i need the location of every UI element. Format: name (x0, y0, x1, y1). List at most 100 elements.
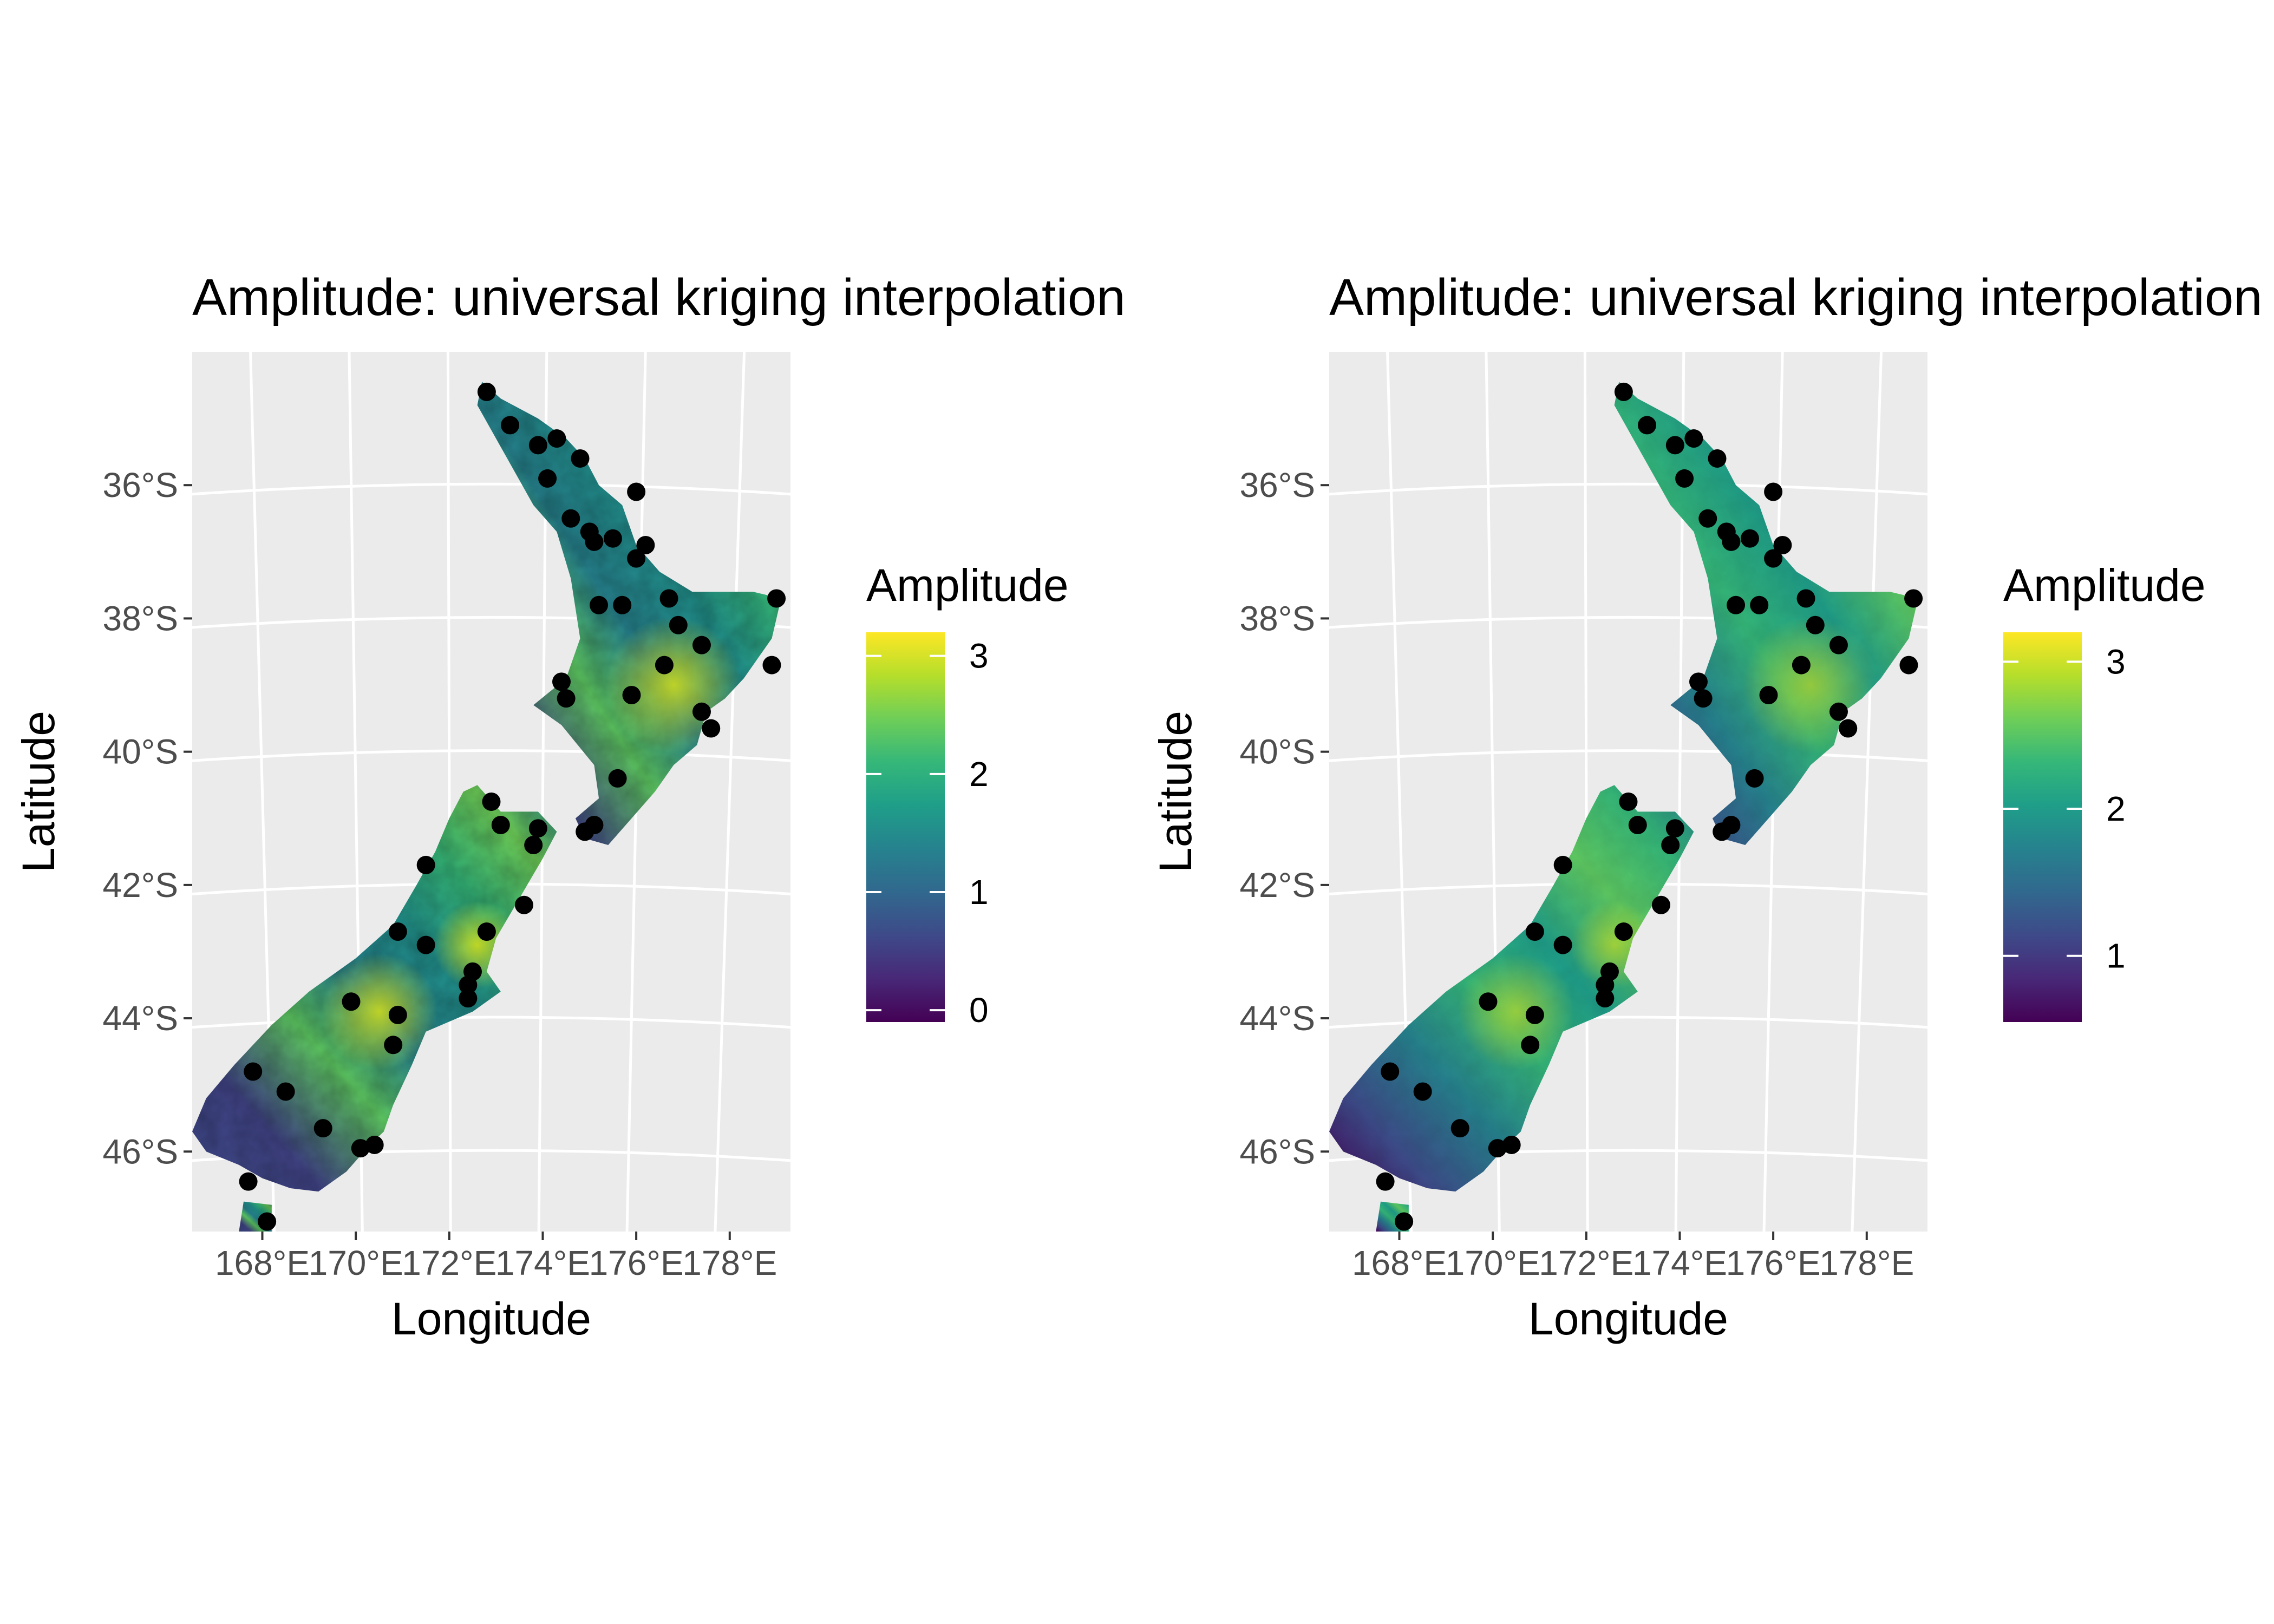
station-point (1839, 719, 1858, 738)
y-tick-label: 36°S (103, 466, 178, 505)
colorbar-label: 0 (969, 991, 989, 1030)
x-tick-label: 174°E (1632, 1243, 1727, 1282)
station-point (669, 615, 688, 634)
colorbar (866, 632, 945, 1022)
station-point (501, 416, 520, 435)
colorbar-label: 3 (2106, 642, 2126, 681)
colorbar-label: 3 (969, 637, 989, 676)
parallel-gridline (192, 1016, 790, 1029)
station-point (1628, 816, 1647, 835)
legend-title: Amplitude (866, 560, 1069, 611)
color-legend: Amplitude 1 2 3 (2003, 560, 2206, 1022)
station-point (313, 1119, 332, 1138)
station-point (1806, 615, 1825, 634)
station-point (1450, 1119, 1469, 1138)
station-point (1708, 449, 1727, 468)
station-point (1727, 595, 1746, 614)
station-point (1596, 975, 1615, 994)
station-point (244, 1062, 263, 1081)
color-legend: Amplitude 0 1 2 3 (866, 560, 1069, 1030)
station-point (1479, 992, 1498, 1011)
station-point (276, 1082, 295, 1101)
station-point (1614, 922, 1633, 941)
x-axis-title: Longitude (391, 1293, 591, 1344)
y-axis-title: Latitude (1150, 711, 1201, 873)
station-point (622, 685, 641, 704)
y-tick-label: 42°S (1240, 866, 1315, 905)
y-tick-label: 38°S (103, 599, 178, 638)
station-point (1745, 769, 1764, 788)
surface-hotspot (1458, 953, 1575, 1070)
y-tick-label: 40°S (103, 732, 178, 771)
station-point (608, 769, 627, 788)
colorbar-ticks: 0 1 2 3 (866, 637, 989, 1030)
station-point (1395, 1212, 1414, 1231)
x-axis-title: Longitude (1528, 1293, 1728, 1344)
station-points (239, 382, 786, 1231)
station-points (1376, 382, 1923, 1231)
station-point (1792, 656, 1811, 675)
station-point (1488, 1139, 1507, 1158)
station-point (388, 1005, 407, 1024)
y-tick-label: 36°S (1240, 466, 1315, 505)
surface-hotspot (321, 953, 438, 1070)
colorbar-ticks: 1 2 3 (2003, 642, 2126, 975)
station-point (1773, 536, 1792, 555)
y-tick-label: 42°S (103, 866, 178, 905)
station-point (1829, 702, 1848, 721)
station-point (1684, 429, 1703, 448)
station-point (585, 532, 604, 551)
station-point (491, 816, 510, 835)
station-point (659, 589, 678, 608)
station-point (1381, 1062, 1400, 1081)
station-point (1665, 436, 1684, 455)
y-tick-label: 38°S (1240, 599, 1315, 638)
station-point (1614, 382, 1633, 401)
y-tick-label: 46°S (103, 1132, 178, 1171)
station-point (1675, 469, 1694, 488)
meridian-gridline (1583, 352, 1589, 1232)
x-tick-label: 176°E (589, 1243, 684, 1282)
station-point (1750, 595, 1769, 614)
y-axis-ticks: 36°S 38°S 40°S 42°S 44°S 46°S (1240, 466, 1329, 1171)
y-axis-title: Latitude (13, 711, 64, 873)
x-tick-label: 168°E (1352, 1243, 1447, 1282)
station-point (1376, 1172, 1395, 1191)
left-map-panel: Amplitude: universal kriging interpolati… (13, 269, 1126, 1344)
station-point (552, 672, 571, 691)
colorbar-label: 2 (2106, 789, 2126, 828)
station-point (1722, 532, 1741, 551)
y-tick-label: 40°S (1240, 732, 1315, 771)
station-point (1698, 509, 1717, 528)
station-point (459, 989, 478, 1008)
station-point (1829, 636, 1848, 654)
x-tick-label: 170°E (309, 1243, 403, 1282)
colorbar-label: 1 (2106, 937, 2126, 975)
station-point (627, 549, 646, 568)
station-point (636, 536, 655, 555)
y-axis-ticks: 36°S 38°S 40°S 42°S 44°S 46°S (103, 466, 192, 1171)
station-point (762, 656, 781, 675)
station-point (1740, 529, 1759, 548)
map-title: Amplitude: universal kriging interpolati… (1329, 269, 2263, 326)
station-point (1764, 549, 1783, 568)
station-point (547, 429, 566, 448)
station-point (571, 449, 590, 468)
station-point (1904, 589, 1923, 608)
station-point (1553, 935, 1572, 954)
station-point (627, 482, 646, 501)
legend-title: Amplitude (2003, 560, 2206, 611)
station-point (590, 595, 609, 614)
parallel-gridline (1329, 482, 1927, 496)
colorbar-label: 1 (969, 873, 989, 912)
y-tick-label: 44°S (1240, 999, 1315, 1038)
station-point (528, 436, 547, 455)
map-area (1329, 352, 1927, 1232)
map-area (192, 352, 790, 1232)
station-point (702, 719, 721, 738)
station-point (692, 636, 711, 654)
station-point (1525, 922, 1544, 941)
station-point (603, 529, 622, 548)
